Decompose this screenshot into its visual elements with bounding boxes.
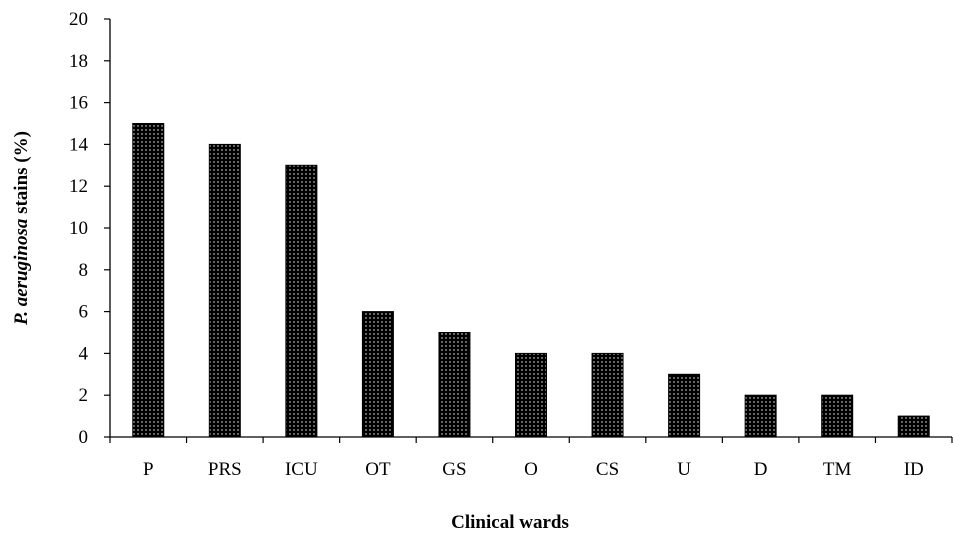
bar-cs <box>591 352 624 438</box>
y-axis-title: P. aeruginosa stains (%) <box>11 131 32 326</box>
y-tick-label: 0 <box>79 427 89 448</box>
bar-gs <box>438 332 471 438</box>
x-tick-label: OT <box>365 459 391 480</box>
x-tick-label: GS <box>442 459 466 480</box>
y-tick-label: 18 <box>69 51 88 72</box>
bars-group <box>132 123 930 438</box>
x-axis-ticks <box>109 437 953 443</box>
x-tick-label: O <box>524 459 538 480</box>
y-axis-title-unit: stains (%) <box>11 131 32 219</box>
y-tick-label: 14 <box>69 134 89 155</box>
x-tick-label: D <box>754 459 768 480</box>
y-axis-title-species: P. aeruginosa <box>11 218 32 326</box>
x-axis-tick-labels: P PRS ICU OT GS O CS U D TM ID <box>143 459 924 480</box>
x-tick-label: P <box>143 459 154 480</box>
x-tick-label: CS <box>596 459 619 480</box>
bar-id <box>897 415 930 438</box>
x-tick-label: PRS <box>208 459 242 480</box>
y-axis-tick-labels: 0 2 4 6 8 10 12 14 16 18 20 <box>69 9 89 448</box>
bar-u <box>668 373 701 438</box>
bar-p <box>132 123 165 438</box>
y-tick-label: 16 <box>69 93 88 114</box>
y-tick-label: 2 <box>79 385 89 406</box>
y-tick-label: 8 <box>79 260 89 281</box>
x-tick-label: ID <box>904 459 924 480</box>
x-tick-label: ICU <box>285 459 318 480</box>
x-axis-title: Clinical wards <box>451 512 569 533</box>
y-tick-label: 6 <box>79 302 89 323</box>
bar-prs <box>208 143 241 438</box>
bar-icu <box>285 164 318 438</box>
x-tick-label: U <box>677 459 691 480</box>
y-axis-ticks <box>104 18 110 438</box>
y-tick-label: 10 <box>69 218 88 239</box>
bar-d <box>744 394 777 438</box>
bar-tm <box>821 394 854 438</box>
y-tick-label: 20 <box>69 9 88 30</box>
bar-ot <box>361 311 394 438</box>
y-tick-label: 4 <box>79 343 89 364</box>
y-tick-label: 12 <box>69 176 88 197</box>
x-tick-label: TM <box>823 459 852 480</box>
bar-o <box>515 352 547 438</box>
